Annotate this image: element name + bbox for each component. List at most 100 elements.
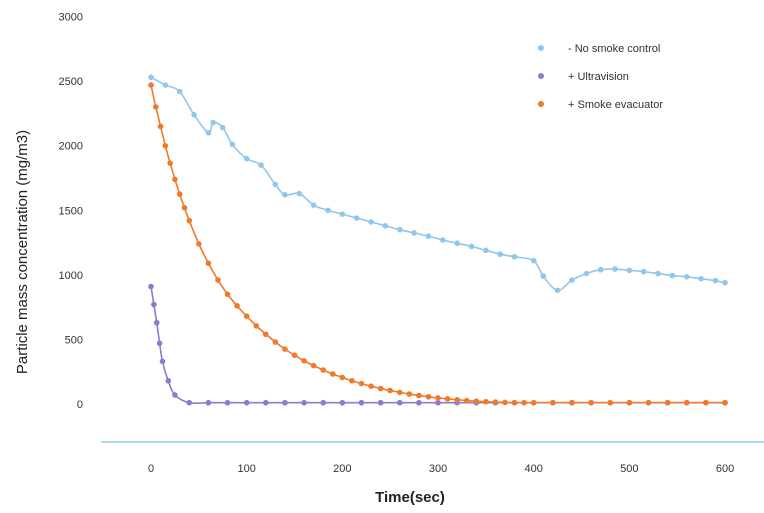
data-point xyxy=(153,319,160,326)
data-point xyxy=(396,399,403,406)
data-point xyxy=(272,181,279,188)
data-point xyxy=(492,399,499,405)
data-point xyxy=(215,277,221,283)
data-point xyxy=(282,346,288,352)
legend-label: + Smoke evacuator xyxy=(568,99,663,111)
legend: - No smoke control + Ultravision + Smoke e… xyxy=(538,43,663,111)
data-point xyxy=(683,274,690,280)
data-point xyxy=(176,191,183,197)
data-point xyxy=(339,374,346,381)
data-point xyxy=(296,190,303,197)
data-point xyxy=(301,399,307,406)
data-point xyxy=(210,119,216,126)
data-point xyxy=(191,111,197,118)
y-axis: 0 500 1000 1500 2000 2500 3000 xyxy=(59,12,83,411)
data-point xyxy=(172,392,178,398)
data-point xyxy=(253,323,260,329)
data-point xyxy=(377,385,384,392)
data-point xyxy=(406,391,413,397)
data-point xyxy=(502,399,508,406)
data-point xyxy=(358,380,365,387)
data-point xyxy=(165,377,172,384)
data-point xyxy=(167,160,173,166)
data-point xyxy=(310,202,317,208)
data-point xyxy=(205,399,212,406)
data-point xyxy=(377,399,384,406)
y-tick-label: 0 xyxy=(77,399,83,411)
data-point xyxy=(483,398,489,405)
data-point xyxy=(554,287,561,294)
data-point xyxy=(310,362,317,369)
data-point xyxy=(176,88,183,95)
data-point xyxy=(368,383,374,389)
data-point xyxy=(219,124,226,131)
data-point xyxy=(712,277,719,284)
data-point xyxy=(626,399,633,406)
data-point xyxy=(521,399,527,406)
legend-label: + Ultravision xyxy=(568,71,629,83)
x-tick-label: 600 xyxy=(716,463,734,475)
data-point xyxy=(597,266,604,273)
data-point xyxy=(243,399,250,406)
data-point xyxy=(612,266,618,272)
data-point xyxy=(664,399,671,406)
data-point xyxy=(186,217,193,224)
x-tick-label: 500 xyxy=(620,463,638,475)
y-tick-label: 1500 xyxy=(59,205,83,217)
data-point xyxy=(339,211,346,217)
series-line xyxy=(150,84,726,404)
data-point xyxy=(530,399,537,406)
data-point xyxy=(224,291,231,298)
data-point xyxy=(454,240,460,247)
data-point xyxy=(387,387,393,394)
data-point xyxy=(258,162,264,168)
data-point xyxy=(396,389,403,396)
data-point xyxy=(320,399,327,406)
series-2 xyxy=(148,283,728,406)
data-point xyxy=(444,396,451,402)
legend-label: - No smoke control xyxy=(568,43,660,55)
data-point xyxy=(358,399,365,406)
data-point xyxy=(172,176,178,183)
data-point xyxy=(282,192,288,198)
data-point xyxy=(411,230,417,236)
y-tick-label: 2000 xyxy=(59,141,83,153)
data-point xyxy=(645,399,652,406)
data-point xyxy=(439,237,446,243)
data-point xyxy=(569,399,575,406)
data-point xyxy=(349,377,355,384)
data-point xyxy=(162,142,169,149)
data-point xyxy=(243,155,250,162)
y-axis-title: Particle mass concentration (mg/m3) xyxy=(14,130,31,374)
plot-area xyxy=(148,74,728,406)
legend-marker xyxy=(538,73,544,79)
data-point xyxy=(683,399,690,406)
data-point xyxy=(703,399,709,406)
y-tick-label: 500 xyxy=(65,334,83,346)
data-point xyxy=(152,104,159,110)
series-1 xyxy=(148,74,728,294)
data-point xyxy=(511,399,518,406)
data-point xyxy=(540,273,547,279)
data-point xyxy=(416,399,422,406)
legend-marker xyxy=(538,101,544,107)
data-point xyxy=(463,397,470,404)
data-point xyxy=(272,339,279,345)
data-point xyxy=(569,277,575,283)
data-point xyxy=(148,74,154,81)
y-tick-label: 2500 xyxy=(59,76,83,88)
data-point xyxy=(588,399,594,406)
data-point xyxy=(263,399,269,406)
series-3 xyxy=(148,82,728,406)
data-point xyxy=(282,399,288,406)
data-point xyxy=(483,247,489,254)
x-tick-label: 100 xyxy=(237,463,255,475)
data-point xyxy=(511,253,518,260)
data-point xyxy=(301,357,307,364)
data-point xyxy=(156,340,163,347)
data-point xyxy=(722,279,728,286)
data-point xyxy=(205,130,212,136)
data-point xyxy=(416,392,422,399)
legend-marker xyxy=(538,45,544,51)
